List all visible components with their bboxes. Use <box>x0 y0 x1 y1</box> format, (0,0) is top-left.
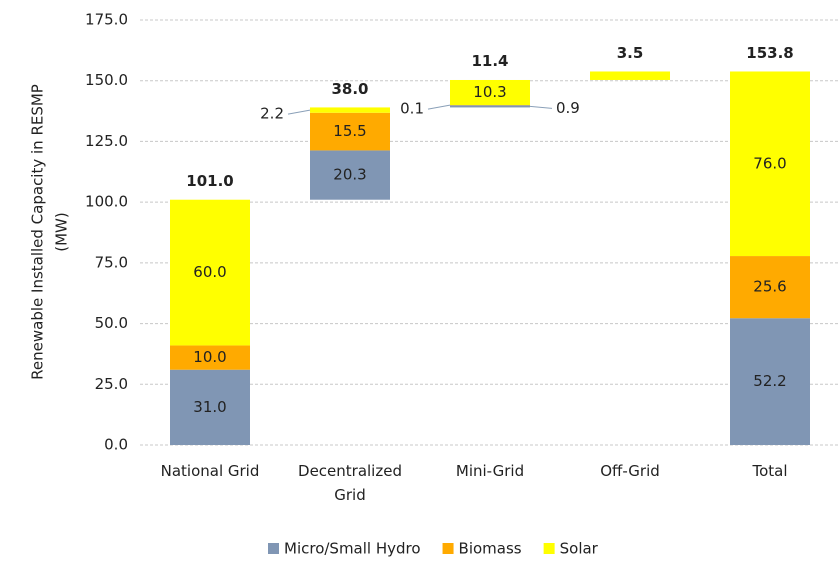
legend-swatch <box>268 543 279 554</box>
y-axis-label: Renewable Installed Capacity in RESMP <box>29 84 47 380</box>
total-label: 11.4 <box>471 52 508 70</box>
data-label: 25.6 <box>753 278 786 296</box>
data-label: 20.3 <box>333 166 366 184</box>
legend-swatch <box>543 543 555 554</box>
bar-segment <box>730 256 810 319</box>
bar-segment <box>310 112 390 151</box>
bar-segment <box>450 79 530 105</box>
x-tick-label: Decentralized Grid <box>298 462 402 504</box>
data-label: 0.9 <box>556 99 580 117</box>
x-label-box: National Grid <box>160 462 260 480</box>
x-tick-label: National Grid <box>160 462 260 480</box>
data-label: 0.1 <box>400 100 424 118</box>
leader-line <box>287 109 311 115</box>
y-tick-label: 50.0 <box>95 314 128 332</box>
y-axis-label: (MW) <box>53 212 71 251</box>
data-label: 15.5 <box>333 122 366 140</box>
total-label: 101.0 <box>186 172 233 190</box>
data-label: 10.0 <box>193 348 226 366</box>
data-label: 52.2 <box>753 372 786 390</box>
legend-swatch <box>442 543 454 554</box>
y-tick-label: 150.0 <box>85 71 128 89</box>
bar-segment <box>730 318 810 445</box>
x-tick-label: Off-Grid <box>600 462 660 480</box>
bar-segment <box>730 71 810 257</box>
y-tick-label: 75.0 <box>95 253 128 271</box>
y-tick-label: 25.0 <box>95 375 128 393</box>
bar-segment <box>170 345 250 370</box>
legend-label: Micro/Small Hydro <box>284 540 421 558</box>
x-label-box: Total <box>752 462 788 480</box>
leader-line <box>427 104 451 110</box>
legend-label: Biomass <box>459 540 522 558</box>
bar-segment <box>170 199 250 346</box>
total-label: 153.8 <box>746 44 793 62</box>
x-label-box: Off-Grid <box>600 462 660 480</box>
data-label: 60.0 <box>193 263 226 281</box>
leader-line <box>529 105 553 109</box>
bar-segment <box>310 150 390 200</box>
x-label-box: Mini-Grid <box>455 462 525 480</box>
y-tick-label: 0.0 <box>104 436 128 454</box>
total-label: 38.0 <box>331 80 368 98</box>
y-tick-label: 175.0 <box>85 11 128 29</box>
x-tick-label: Mini-Grid <box>455 462 525 480</box>
bar-segment <box>450 105 530 108</box>
data-label: 10.3 <box>473 83 506 101</box>
x-label-box: Decentralized Grid <box>298 462 402 504</box>
y-tick-label: 125.0 <box>85 132 128 150</box>
data-label: 31.0 <box>193 398 226 416</box>
total-label: 3.5 <box>617 44 644 62</box>
y-tick-label: 100.0 <box>85 193 128 211</box>
data-label: 2.2 <box>260 105 284 123</box>
x-tick-label: Total <box>752 462 788 480</box>
bar-segment <box>310 107 390 113</box>
bar-segment <box>170 369 250 445</box>
legend-label: Solar <box>560 540 599 558</box>
data-label: 76.0 <box>753 154 786 172</box>
bar-segment <box>590 71 670 80</box>
